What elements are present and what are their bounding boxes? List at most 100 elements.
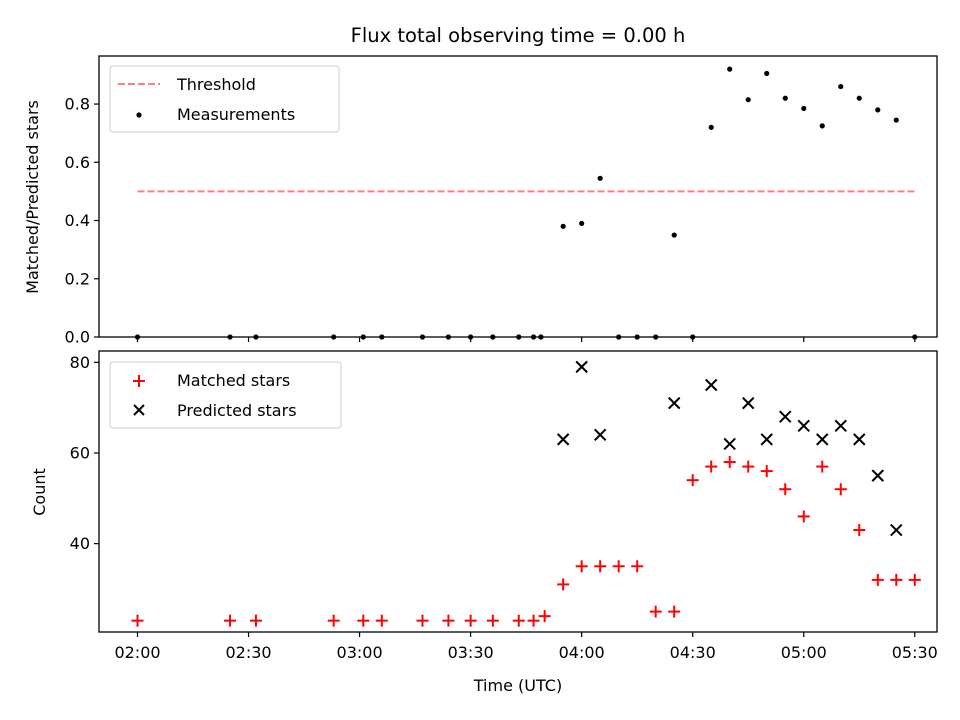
predicted-stars-point [742,396,755,410]
measurements-point [856,95,862,101]
legend-measurements-label: Measurements [177,105,295,124]
bottom-y-tick-label: 40 [70,534,90,553]
top-legend-box [109,65,340,133]
measurements-point [579,220,585,227]
matched-stars-point [908,573,921,586]
matched-stars-point [871,573,884,586]
x-tick-label: 02:30 [225,643,271,662]
predicted-stars-point [834,419,847,432]
top-y-tick-label: 0.8 [65,95,90,114]
top-y-tick-label: 0.0 [65,328,90,347]
predicted-stars-point [890,523,903,537]
matched-stars-point [512,614,525,627]
predicted-stars-point [779,410,792,423]
x-tick-label: 05:30 [892,643,938,662]
matched-stars-point [249,614,262,627]
x-tick-label: 05:00 [781,643,827,662]
matched-stars-point [557,578,570,591]
predicted-stars-point [853,433,866,446]
predicted-stars-point [797,419,810,432]
matched-stars-point [760,465,773,478]
measurements-point [875,107,881,113]
bottom-y-tick-label: 80 [70,353,90,372]
x-axis-label: Time (UTC) [473,676,562,695]
bottom-y-tick-label: 60 [70,443,90,462]
bottom-panel: 40 60 80 02:00 02:30 03:00 03:30 04:00 04:30 05:… [30,350,938,695]
matched-stars-point [631,560,644,573]
matched-stars-point [357,614,370,627]
top-y-ticks: 0.0 0.2 0.4 0.6 0.8 [65,95,99,347]
matched-stars-point [686,474,699,487]
bottom-y-axis-label: Count [30,468,49,516]
bottom-y-ticks: 40 60 80 [70,353,99,553]
x-tick-label: 03:30 [448,643,494,662]
top-y-tick-label: 0.4 [65,211,90,230]
bottom-x-ticks: 02:00 02:30 03:00 03:30 04:00 04:30 05:00 05:30 [114,632,938,662]
bottom-plot-area [131,360,921,627]
matched-stars-point [327,614,340,627]
x-tick-label: 04:00 [559,643,605,662]
measurements-point [801,105,807,112]
bottom-axes-frame [98,350,938,633]
measurements-point [745,97,751,103]
predicted-stars-point [575,360,588,374]
matched-stars-point [375,614,388,627]
matched-stars-point [612,560,625,573]
matched-stars-point [594,560,607,573]
matched-stars-point [486,614,499,627]
matched-stars-point [834,483,847,496]
matched-stars-point [668,605,681,618]
x-tick-label: 04:30 [670,643,716,662]
matched-stars-point [416,614,429,627]
legend-threshold-label: Threshold [176,75,256,94]
bottom-legend-box [109,361,342,429]
top-x-ticks [136,337,916,342]
measurements-point [597,175,603,181]
matched-stars-point [575,560,588,573]
top-axes-frame [98,55,938,338]
top-y-tick-label: 0.2 [65,269,90,288]
matched-stars-point [890,573,903,586]
measurements-point [893,117,899,123]
matched-stars-point [742,460,755,473]
matched-stars-point [224,614,237,627]
predicted-stars-point [760,433,773,446]
matched-stars-point [816,460,829,473]
predicted-stars-point [705,378,718,392]
measurements-point [838,83,844,90]
predicted-stars-point [723,437,736,451]
bottom-legend: Matched stars Predicted stars [109,361,342,429]
matched-stars-point [853,524,866,537]
matched-stars-point [779,483,792,496]
matched-stars-point [797,510,810,523]
legend-predicted-label: Predicted stars [177,401,297,420]
measurements-point [764,70,770,77]
measurements-point [671,232,677,238]
legend-matched-swatch [133,375,145,387]
measurements-point [819,123,825,129]
x-tick-label: 03:00 [337,643,383,662]
matched-stars-point [442,614,455,627]
top-y-axis-label: Matched/Predicted stars [23,100,42,294]
matched-stars-point [464,614,477,627]
top-y-tick-label: 0.6 [65,153,90,172]
matched-stars-point [723,456,736,469]
top-plot-area [134,66,918,340]
top-panel: 0.00.20.40.60.8 Matched/Predicted stars … [23,55,938,347]
x-tick-label: 02:00 [114,643,160,662]
measurements-point [782,95,788,101]
legend-predicted-swatch [133,404,145,416]
predicted-stars-point [816,433,829,446]
predicted-stars-point [593,428,607,442]
chart-title: Flux total observing time = 0.00 h [351,24,686,47]
matched-stars-point [538,610,551,623]
matched-stars-point [649,605,662,618]
matched-stars-point [527,614,540,627]
matched-stars-point [705,460,718,473]
predicted-stars-point [667,396,681,410]
predicted-stars-point [871,469,884,482]
measurements-point [560,223,566,229]
matched-stars-point [131,614,144,627]
predicted-stars-point [556,433,570,446]
